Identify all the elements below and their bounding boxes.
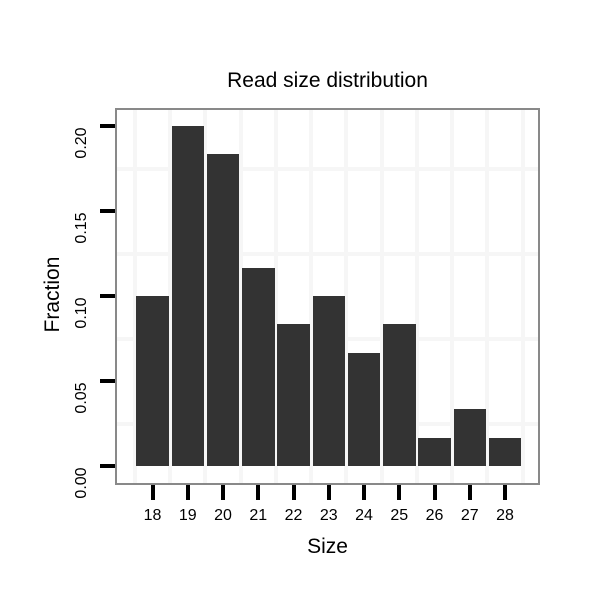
bar-21 [242,267,275,466]
x-tick [291,485,296,500]
x-tick-label: 19 [178,507,197,524]
gridline-vertical [485,110,490,483]
x-tick-label: 26 [425,507,444,524]
gridline-vertical [203,110,208,483]
x-tick [362,485,366,500]
x-tick [326,485,331,500]
x-tick [503,485,507,500]
y-tick [100,464,115,468]
bar-20 [206,154,240,466]
gridline-vertical [273,110,278,483]
bar-22 [277,324,310,466]
x-tick [221,485,225,500]
y-tick [100,294,115,298]
bar-19 [171,126,204,466]
bar-25 [383,324,416,466]
y-tick-label: 0.00 [73,467,90,499]
chart-title: Read size distribution [227,69,428,92]
x-tick [397,485,402,500]
x-tick-label: 28 [496,507,514,524]
gridline-vertical [168,110,173,483]
bar-27 [453,409,486,466]
bar-26 [418,437,451,466]
x-tick-label: 22 [284,507,303,524]
x-tick-label: 27 [460,507,479,524]
y-tick [100,209,115,213]
x-tick-label: 20 [214,507,232,524]
x-axis-title: Size [307,535,348,558]
gridline-vertical [309,110,314,483]
y-axis-title: Fraction [41,256,64,333]
gridline-vertical [450,110,455,483]
bar-23 [312,296,345,466]
gridline-vertical [379,110,384,483]
gridline-vertical [238,110,243,483]
x-tick [467,485,472,500]
gridline-horizontal [117,251,538,256]
bar-28 [488,437,522,466]
bar-24 [347,352,381,466]
x-tick [432,485,437,500]
x-tick-label: 24 [355,507,373,524]
x-tick-label: 23 [319,507,338,524]
gridline-vertical [414,110,419,483]
x-tick [185,485,190,500]
x-tick-label: 21 [249,507,268,524]
y-tick-label: 0.05 [73,382,90,414]
x-tick [256,485,261,500]
y-tick-label: 0.20 [73,127,90,159]
y-tick [100,124,115,128]
gridline-vertical [132,110,137,483]
gridline-horizontal [117,166,538,171]
y-tick [100,379,115,383]
x-tick-label: 18 [143,507,162,524]
x-tick [150,485,155,500]
gridline-vertical [520,110,525,483]
gridline-vertical [344,110,349,483]
plot-panel [115,108,540,485]
x-tick-label: 25 [390,507,409,524]
bar-18 [136,296,169,466]
y-tick-label: 0.10 [73,297,90,329]
y-tick-label: 0.15 [73,212,90,244]
